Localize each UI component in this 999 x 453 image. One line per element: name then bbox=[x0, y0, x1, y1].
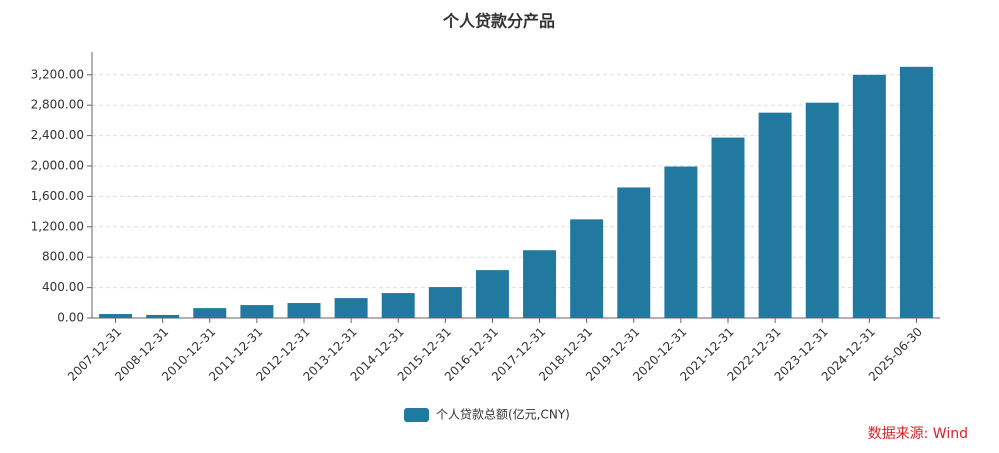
bar bbox=[664, 166, 698, 318]
legend-swatch bbox=[404, 408, 429, 422]
chart-title: 个人贷款分产品 bbox=[442, 12, 555, 31]
legend-label: 个人贷款总额(亿元,CNY) bbox=[436, 407, 570, 422]
bar bbox=[428, 287, 462, 318]
source: 数据来源: Wind bbox=[868, 426, 968, 442]
bar bbox=[523, 250, 557, 318]
bar bbox=[381, 293, 415, 318]
bar bbox=[852, 74, 886, 318]
bar bbox=[617, 187, 651, 318]
y-tick-label: 2,400.00 bbox=[31, 128, 84, 142]
y-tick-label: 800.00 bbox=[42, 250, 84, 264]
y-tick-label: 3,200.00 bbox=[31, 67, 84, 81]
y-tick-label: 0.00 bbox=[57, 311, 84, 325]
bar bbox=[146, 314, 180, 318]
y-tick-label: 2,000.00 bbox=[31, 159, 84, 173]
y-tick-label: 1,200.00 bbox=[31, 219, 84, 233]
bar bbox=[805, 102, 839, 318]
bar bbox=[758, 112, 792, 318]
bar bbox=[193, 308, 227, 318]
bar bbox=[570, 219, 604, 318]
bar bbox=[287, 303, 321, 318]
bar bbox=[899, 66, 933, 318]
bar bbox=[99, 314, 133, 318]
y-tick-label: 1,600.00 bbox=[31, 189, 84, 203]
bar bbox=[240, 305, 274, 318]
bar bbox=[475, 270, 509, 318]
y-tick-label: 400.00 bbox=[42, 280, 84, 294]
bar bbox=[711, 137, 745, 318]
y-tick-label: 2,800.00 bbox=[31, 98, 84, 112]
bar bbox=[334, 298, 368, 318]
